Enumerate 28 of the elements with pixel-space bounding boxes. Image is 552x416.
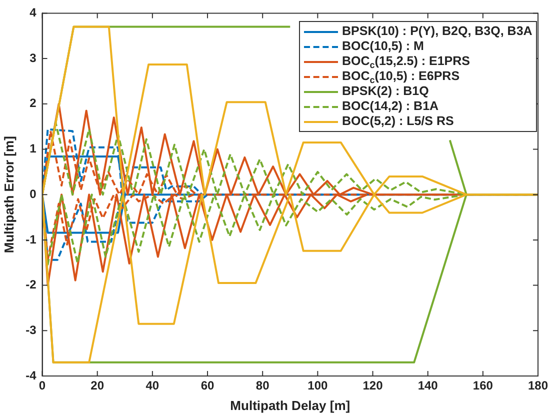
y-tick-label: 0 [30, 186, 37, 201]
x-tick-label: 100 [308, 378, 328, 393]
y-tick-label: 4 [30, 6, 37, 20]
legend-label: BOC(14,2) : B1A [342, 99, 439, 114]
legend-label: BOC$_{c}$(10,5) : E6PRS [342, 69, 460, 86]
y-tick-label: 1 [30, 142, 37, 156]
x-tick-label: 20 [90, 378, 104, 393]
legend-label: BPSK(2) : B1Q [342, 84, 429, 100]
y-tick-label: -1 [26, 232, 37, 246]
legend-label: BOC$_{c}$(15,2.5) : E1PRS [342, 54, 470, 70]
y-axis-title: Multipath Error [m] [1, 136, 16, 254]
legend-label: BOC(10,5) : M [342, 39, 424, 54]
x-tick-label: 160 [472, 378, 494, 393]
legend-label: BOC(5,2) : L5/S RS [342, 114, 454, 130]
x-tick-label: 180 [528, 378, 548, 393]
x-tick-label: 40 [146, 378, 160, 393]
x-tick-label: 140 [418, 378, 438, 393]
y-tick-label: -2 [26, 278, 37, 292]
x-tick-label: 60 [200, 378, 215, 393]
x-tick-label: 80 [256, 378, 270, 393]
y-tick-label: -4 [26, 368, 37, 382]
legend-label: BPSK(10) : P(Y), B2Q, B3Q, B3A [342, 24, 532, 40]
x-axis-title: Multipath Delay [m] [230, 398, 350, 413]
y-tick-label: 3 [30, 50, 37, 65]
x-tick-label: 120 [362, 378, 384, 393]
x-tick-label: 0 [38, 378, 46, 393]
y-tick-label: 2 [30, 96, 37, 110]
y-tick-label: -3 [26, 322, 37, 337]
